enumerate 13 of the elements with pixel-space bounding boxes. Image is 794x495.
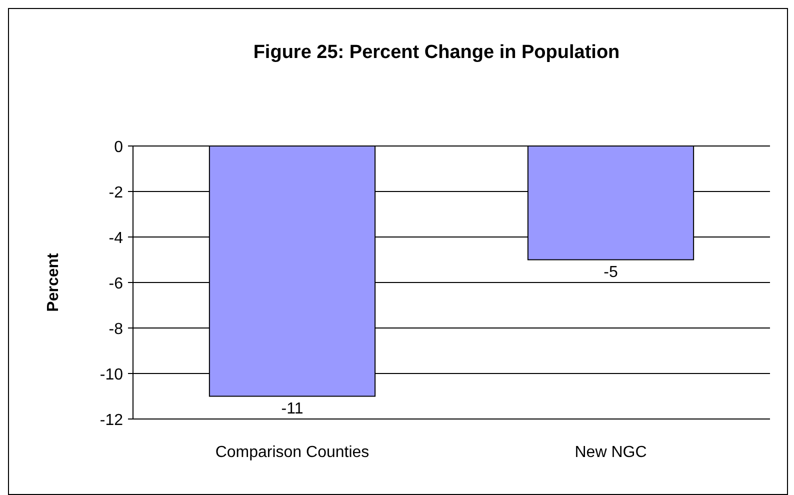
x-tick-label: Comparison Counties	[215, 444, 370, 461]
y-tick-label: -10	[100, 366, 124, 384]
y-tick-label: 0	[114, 139, 124, 156]
data-label: -11	[281, 400, 304, 418]
chart-title: Figure 25: Percent Change in Population	[253, 42, 620, 63]
x-tick-label: New NGC	[574, 444, 647, 461]
y-tick-label: -4	[108, 230, 124, 247]
y-tick-label: -6	[108, 276, 124, 292]
y-tick-label: -8	[108, 321, 124, 338]
data-label: -5	[604, 264, 618, 281]
y-axis-title: Percent	[45, 252, 62, 312]
y-tick-label: -2	[108, 184, 124, 202]
y-tick-label: -12	[100, 412, 124, 429]
